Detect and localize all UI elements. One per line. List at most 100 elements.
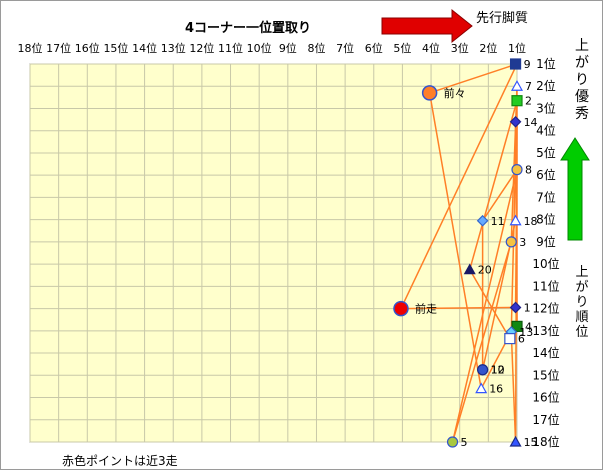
- plot-area: [29, 63, 518, 443]
- data-point-circle: [446, 436, 459, 448]
- x-tick-label: 15位: [103, 41, 128, 55]
- data-point-triangle: [509, 435, 522, 447]
- data-point-diamond: [509, 115, 522, 128]
- data-point-triangle: [463, 263, 476, 275]
- chart-title: 4コーナー一位置取り: [185, 20, 311, 36]
- connection-line: [428, 92, 482, 389]
- vertical-char: が: [575, 280, 588, 295]
- vertical-char: 順: [575, 310, 588, 325]
- data-point-label: 20: [478, 264, 492, 277]
- vertical-char: 位: [575, 325, 588, 340]
- grid-lines: [29, 63, 518, 443]
- x-tick-label: 1位: [508, 41, 526, 55]
- data-point-label: 18: [524, 215, 538, 228]
- vertical-char: が: [575, 55, 589, 71]
- green-up-arrow-icon: [560, 137, 590, 241]
- data-point-circle: [477, 364, 489, 376]
- x-tick-label: 14位: [132, 41, 157, 55]
- connection-line: [429, 63, 518, 94]
- x-tick-label: 16位: [75, 41, 100, 55]
- y-tick-label: 2位: [536, 78, 556, 93]
- y-tick-label: 6位: [536, 167, 556, 182]
- data-point-triangle: [475, 382, 488, 394]
- x-tick-label: 6位: [365, 41, 383, 55]
- data-point-label: 7: [525, 80, 532, 93]
- x-tick-label: 7位: [336, 41, 354, 55]
- x-tick-label: 11位: [218, 41, 243, 55]
- vertical-char: り: [575, 295, 588, 310]
- x-tick-label: 8位: [307, 41, 325, 55]
- data-point-label: 8: [525, 164, 532, 177]
- x-tick-label: 13位: [161, 41, 186, 55]
- y-tick-label: 15位: [532, 367, 559, 382]
- vertical-char: 上: [575, 265, 588, 280]
- connection-line: [469, 269, 511, 339]
- data-point-label: 9: [524, 58, 531, 71]
- y-tick-label: 14位: [532, 345, 559, 360]
- x-tick-label: 9位: [279, 41, 297, 55]
- connection-line: [400, 63, 518, 309]
- y-tick-label: 12位: [532, 301, 559, 316]
- x-tick-label: 10位: [247, 41, 272, 55]
- connection-line: [451, 169, 518, 443]
- footnote: 赤色ポイントは近3走: [62, 454, 178, 468]
- data-point-circle: [511, 164, 523, 176]
- x-tick-label: 18位: [18, 41, 43, 55]
- data-point-label: 16: [489, 383, 503, 396]
- data-point-circle: [505, 236, 517, 248]
- data-point-diamond: [509, 301, 522, 314]
- y-tick-label: 5位: [536, 145, 556, 160]
- data-point-label: 1: [524, 301, 531, 314]
- data-point-label: 13: [519, 326, 533, 339]
- y-tick-label: 16位: [532, 390, 559, 405]
- x-tick-label: 17位: [46, 41, 71, 55]
- y-tick-label: 9位: [536, 234, 556, 249]
- data-point-label: 10: [491, 364, 505, 377]
- data-point-label: 14: [524, 116, 538, 129]
- data-point-label: 12: [491, 364, 505, 377]
- recent-race-point: [393, 300, 409, 317]
- data-point-label: 4: [525, 320, 532, 333]
- connection-line: [482, 169, 518, 222]
- data-point-triangle: [510, 79, 524, 91]
- x-tick-label: 4位: [422, 41, 440, 55]
- recent-race-point: [421, 85, 438, 101]
- red-arrow-icon: [381, 8, 473, 44]
- vertical-char: 上: [575, 38, 589, 54]
- y-tick-label: 8位: [536, 212, 556, 227]
- x-tick-label: 3位: [451, 41, 469, 55]
- y-tick-label: 10位: [532, 256, 559, 271]
- y-tick-label: 17位: [532, 412, 559, 427]
- connection-line: [510, 331, 517, 443]
- data-point-label: 6: [518, 333, 525, 346]
- y-tick-label: 4位: [536, 123, 556, 138]
- y-tick-label: 13位: [532, 323, 559, 338]
- y-tick-label: 3位: [536, 100, 556, 115]
- data-point-label: 11: [491, 215, 505, 228]
- vertical-char: 秀: [575, 106, 589, 122]
- vertical-char: り: [575, 72, 589, 88]
- y-tick-label: 1位: [536, 56, 556, 71]
- x-tick-label: 5位: [393, 41, 411, 55]
- data-point-label: 15: [524, 436, 538, 449]
- data-point-triangle: [509, 214, 522, 226]
- connection-line: [451, 241, 512, 443]
- data-point-square: [509, 58, 522, 70]
- data-point-label: 3: [519, 236, 526, 249]
- front-runner-label: 先行脚質: [476, 10, 528, 26]
- y-axis-ticks: 1位 2位 3位 4位 5位 6位 7位 8位 9位 10位 11位 12位 13位 14位 15位 16位 1…: [532, 56, 559, 449]
- x-tick-label: 2位: [479, 41, 497, 55]
- y-tick-label: 7位: [536, 189, 556, 204]
- data-point-square: [504, 333, 516, 345]
- recent-race-label: 前走: [415, 302, 437, 316]
- recent-race-label: 前々: [444, 86, 466, 100]
- data-point-square: [511, 320, 523, 332]
- data-point-label: 2: [525, 95, 532, 108]
- y-tick-label: 11位: [532, 278, 559, 293]
- data-point-square: [511, 95, 523, 107]
- data-point-label: 5: [461, 436, 468, 449]
